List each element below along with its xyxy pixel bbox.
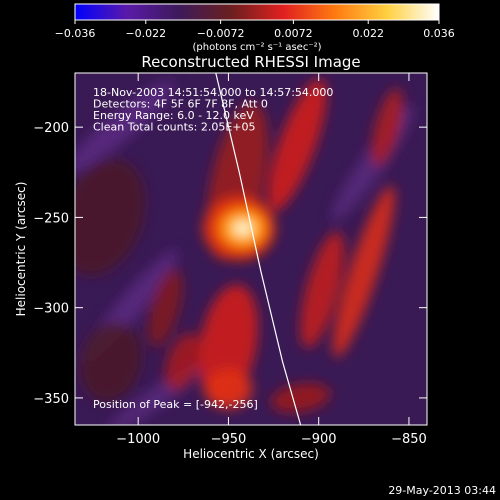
heatmap-region	[165, 333, 202, 391]
colorbar-tick-label: 0.0072	[274, 27, 313, 40]
colorbar-gradient	[74, 3, 440, 21]
x-axis-ticks: −1000 −950 −900 −850	[116, 73, 427, 447]
colorbar-tick-label: 0.036	[423, 27, 455, 40]
heatmap-region	[300, 231, 345, 348]
date-stamp: 29-May-2013 03:44	[388, 484, 496, 497]
heatmap-region	[148, 268, 183, 347]
x-tick-label: −900	[301, 432, 337, 447]
y-tick-label: −350	[33, 392, 69, 407]
heatmap-region	[75, 80, 175, 174]
observation-info-line: 18-Nov-2003 14:51:54.000 to 14:57:54.000	[93, 86, 333, 99]
x-axis-label: Heliocentric X (arcsec)	[183, 447, 319, 461]
colorbar-unit-label: (photons cm⁻² s⁻¹ asec⁻²)	[192, 42, 321, 53]
colorbar: −0.036 −0.022 −0.0072 0.0072 0.022 0.036 (pho…	[55, 3, 455, 53]
colorbar-ticks: −0.036 −0.022 −0.0072 0.0072 0.022 0.036	[55, 20, 455, 40]
peak-position-label: Position of Peak = [-942,-256]	[93, 398, 258, 411]
heatmap-region	[371, 88, 403, 166]
y-axis-ticks: −200 −250 −300 −350	[33, 121, 427, 407]
y-axis-label: Heliocentric Y (arcsec)	[14, 182, 28, 317]
heatmap-region	[75, 159, 145, 276]
heatmap-region	[332, 185, 395, 358]
plot-frame	[74, 72, 428, 426]
y-tick-label: −200	[33, 121, 69, 136]
x-tick-label: −1000	[116, 432, 160, 447]
x-tick-label: −850	[391, 432, 427, 447]
heatmap-region	[270, 383, 331, 413]
colorbar-tick-label: −0.022	[125, 27, 166, 40]
colorbar-tick-label: 0.022	[352, 27, 384, 40]
heatmap-region	[204, 368, 253, 409]
heatmap-region	[267, 79, 327, 212]
observation-info-line: Energy Range: 6.0 - 12.0 keV	[93, 109, 254, 122]
observation-info: 18-Nov-2003 14:51:54.000 to 14:57:54.000…	[93, 86, 333, 134]
colorbar-tick-label: −0.0072	[197, 27, 245, 40]
heatmap-image	[75, 73, 427, 425]
solar-limb-curve	[215, 73, 302, 425]
chart-title: Reconstructed RHESSI Image	[141, 53, 360, 71]
observation-info-line: Detectors: 4F 5F 6F 7F 8F, Att 0	[93, 98, 268, 111]
colorbar-tick-label: −0.036	[55, 27, 96, 40]
y-tick-label: −250	[33, 211, 69, 226]
observation-info-line: Clean Total counts: 2.05E+05	[93, 121, 256, 134]
heatmap-region	[235, 223, 250, 234]
x-tick-label: −950	[211, 432, 247, 447]
heatmap-region	[80, 322, 142, 402]
y-tick-label: −300	[33, 302, 69, 317]
